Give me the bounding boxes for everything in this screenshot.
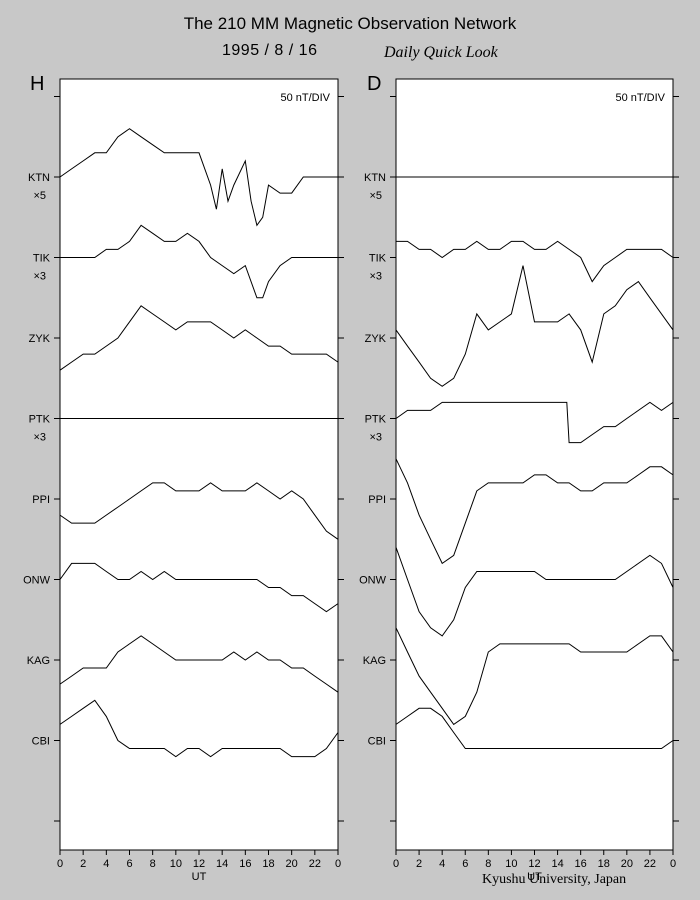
trace-d-onw xyxy=(395,547,674,637)
x-tick-label: 12 xyxy=(193,858,205,870)
station-label-tik: TIK xyxy=(369,253,387,265)
trace-h-kag xyxy=(59,635,339,693)
trace-d-tik xyxy=(396,240,674,283)
station-label-kag: KAG xyxy=(363,655,386,667)
x-tick-label: 0 xyxy=(393,858,399,870)
station-multiplier-ktn: ×5 xyxy=(369,190,382,202)
station-label-ppi: PPI xyxy=(368,494,386,506)
station-label-ppi: PPI xyxy=(32,494,50,506)
station-label-ktn: KTN xyxy=(28,172,50,184)
x-tick-label: 8 xyxy=(150,858,156,870)
trace-d-cbi xyxy=(395,707,674,749)
station-label-kag: KAG xyxy=(27,655,50,667)
x-tick-label: 4 xyxy=(439,858,445,870)
x-tick-label: 8 xyxy=(485,858,491,870)
x-tick-label: 10 xyxy=(505,858,517,870)
subtitle-label: Daily Quick Look xyxy=(384,44,498,61)
x-tick-label: 10 xyxy=(170,858,182,870)
trace-d-zyk xyxy=(395,265,674,387)
x-tick-label: 2 xyxy=(416,858,422,870)
chart-title: The 210 MM Magnetic Observation Network xyxy=(183,14,517,33)
x-tick-label: 0 xyxy=(670,858,676,870)
x-tick-label: 22 xyxy=(644,858,656,870)
trace-h-ppi xyxy=(59,482,339,540)
x-tick-label: 16 xyxy=(239,858,251,870)
station-multiplier-ptk: ×3 xyxy=(369,432,382,444)
trace-h-tik xyxy=(60,224,338,299)
station-label-ptk: PTK xyxy=(29,414,51,426)
x-tick-label: 14 xyxy=(551,858,563,870)
station-label-onw: ONW xyxy=(23,575,51,587)
station-multiplier-ptk: ×3 xyxy=(33,432,46,444)
x-tick-label: 18 xyxy=(262,858,274,870)
trace-h-onw xyxy=(59,562,339,613)
station-label-ktn: KTN xyxy=(364,172,386,184)
trace-h-zyk xyxy=(59,305,339,371)
station-multiplier-ktn: ×5 xyxy=(33,190,46,202)
panel-frame-d xyxy=(395,78,674,851)
x-tick-label: 22 xyxy=(309,858,321,870)
station-label-ptk: PTK xyxy=(365,414,387,426)
x-tick-label: 12 xyxy=(528,858,540,870)
x-tick-label: 6 xyxy=(462,858,468,870)
panel-letter-h: H xyxy=(30,73,44,95)
x-tick-label: 20 xyxy=(621,858,633,870)
x-tick-label: 2 xyxy=(80,858,86,870)
trace-h-cbi xyxy=(59,699,339,758)
station-label-tik: TIK xyxy=(33,253,51,265)
x-axis-label-d: UT xyxy=(527,871,542,883)
trace-d-kag xyxy=(395,627,674,726)
station-label-cbi: CBI xyxy=(32,736,50,748)
x-tick-label: 0 xyxy=(335,858,341,870)
trace-h-ktn xyxy=(59,128,338,227)
station-label-onw: ONW xyxy=(359,575,387,587)
footer-credit: Kyushu University, Japan xyxy=(482,872,627,887)
trace-d-ptk xyxy=(395,401,674,444)
scale-label-h: 50 nT/DIV xyxy=(280,92,330,104)
x-tick-label: 18 xyxy=(598,858,610,870)
x-tick-label: 6 xyxy=(126,858,132,870)
station-label-cbi: CBI xyxy=(368,736,386,748)
station-label-zyk: ZYK xyxy=(365,333,387,345)
x-tick-label: 20 xyxy=(286,858,298,870)
panel-letter-d: D xyxy=(367,73,381,95)
scale-label-d: 50 nT/DIV xyxy=(615,92,665,104)
x-axis-label-h: UT xyxy=(192,871,207,883)
trace-d-ppi xyxy=(395,458,674,565)
station-multiplier-tik: ×3 xyxy=(369,271,382,283)
station-label-zyk: ZYK xyxy=(29,333,51,345)
panel-frame-h xyxy=(59,78,339,851)
x-tick-label: 0 xyxy=(57,858,63,870)
x-tick-label: 16 xyxy=(575,858,587,870)
x-tick-label: 14 xyxy=(216,858,228,870)
date-label: 1995 / 8 / 16 xyxy=(222,42,318,59)
station-multiplier-tik: ×3 xyxy=(33,271,46,283)
x-tick-label: 4 xyxy=(103,858,109,870)
